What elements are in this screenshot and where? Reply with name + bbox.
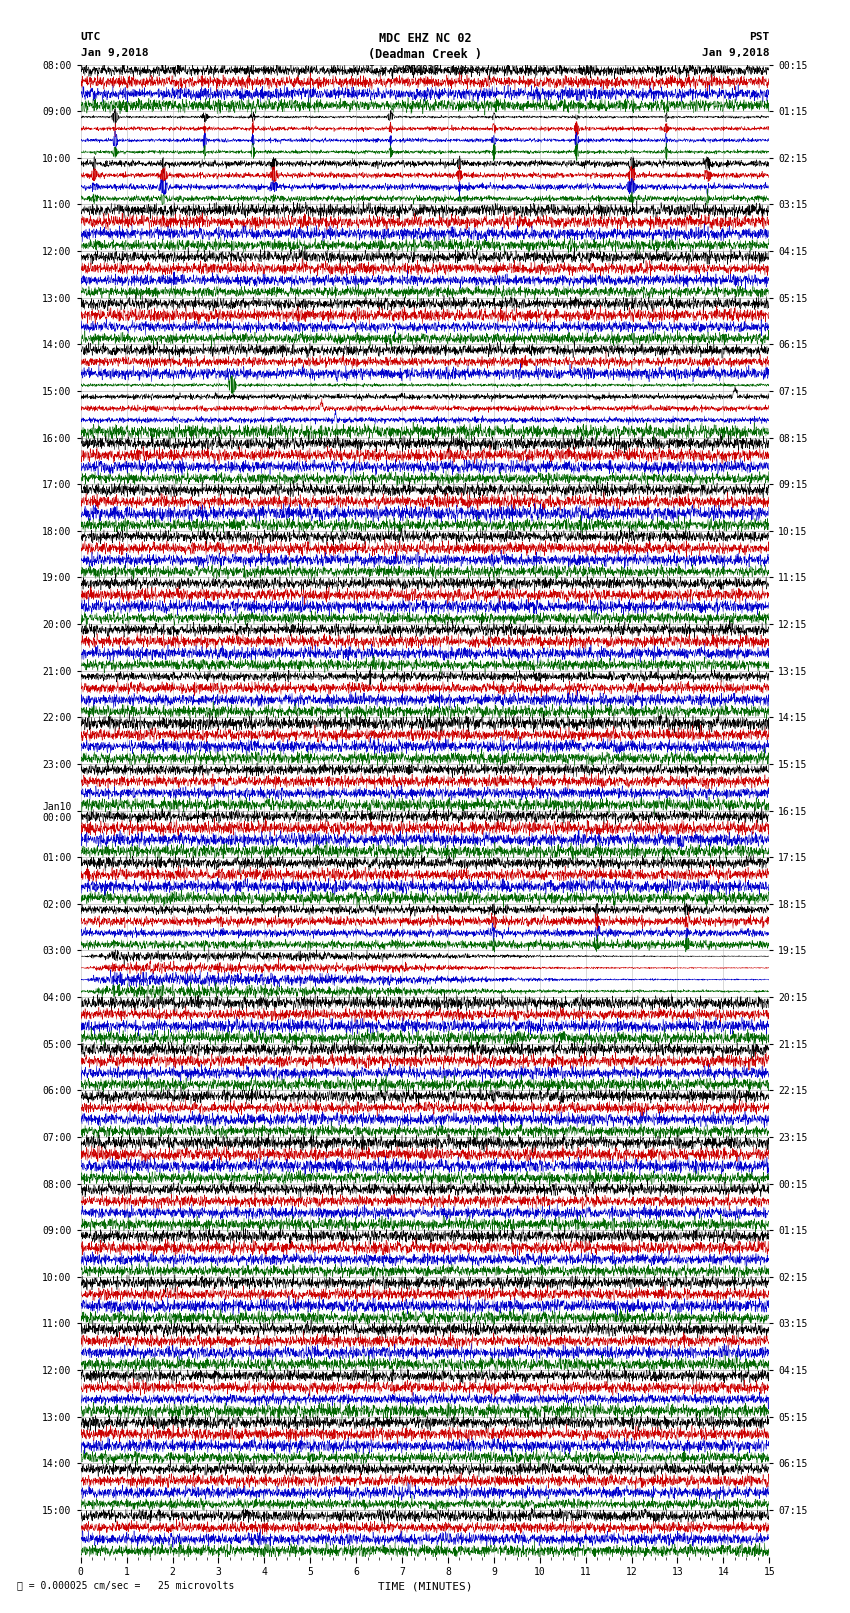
Text: MDC EHZ NC 02: MDC EHZ NC 02 [379, 32, 471, 45]
Text: I = 0.000025 cm/sec: I = 0.000025 cm/sec [369, 65, 481, 74]
Text: Jan 9,2018: Jan 9,2018 [81, 48, 148, 58]
Text: (Deadman Creek ): (Deadman Creek ) [368, 48, 482, 61]
Text: UTC: UTC [81, 32, 101, 42]
Text: ⏴ = 0.000025 cm/sec =   25 microvolts: ⏴ = 0.000025 cm/sec = 25 microvolts [17, 1581, 235, 1590]
X-axis label: TIME (MINUTES): TIME (MINUTES) [377, 1581, 473, 1590]
Text: Jan 9,2018: Jan 9,2018 [702, 48, 769, 58]
Text: PST: PST [749, 32, 769, 42]
